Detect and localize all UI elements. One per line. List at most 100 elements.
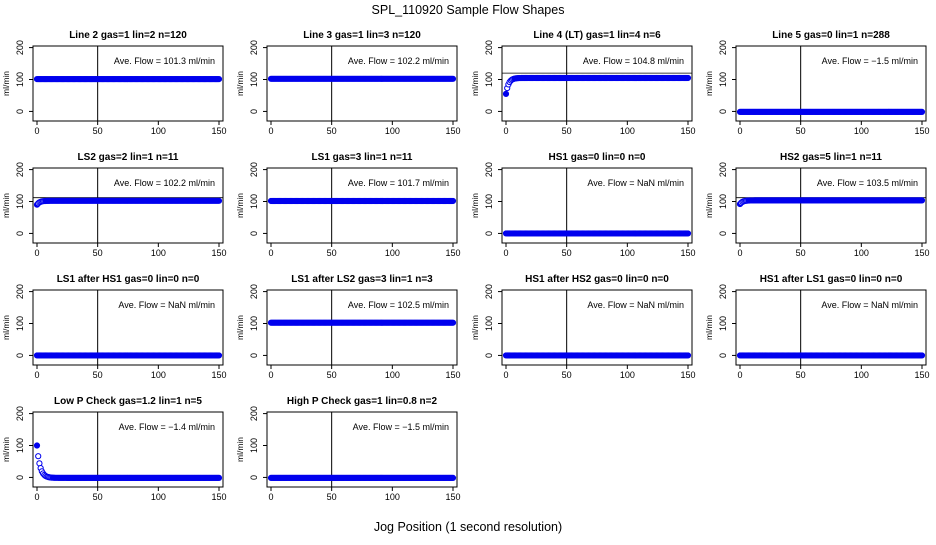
data-points — [267, 197, 457, 205]
x-tick-label: 100 — [620, 370, 635, 380]
y-tick-label: 200 — [15, 162, 25, 177]
y-tick-label: 100 — [249, 194, 259, 209]
data-point — [684, 230, 692, 237]
y-tick-label: 200 — [484, 284, 494, 299]
panel-14: High P Check gas=1 lin=0.8 n=2 ml/min 0 100… — [235, 396, 461, 502]
panel-2: Line 3 gas=1 lin=3 n=120 ml/min 0 100 200 0 50… — [235, 30, 461, 136]
panel-title: LS1 after HS1 gas=0 lin=0 n=0 — [57, 274, 200, 285]
x-tick-label: 50 — [93, 126, 103, 136]
data-points — [502, 230, 692, 237]
data-point — [215, 197, 223, 204]
y-tick-label: 200 — [718, 162, 728, 177]
data-point — [449, 474, 457, 482]
panel-12: HS1 after LS1 gas=0 lin=0 n=0 ml/min 0 100 2… — [704, 274, 930, 380]
y-axis-label: ml/min — [704, 71, 714, 96]
x-tick-label: 100 — [385, 370, 400, 380]
data-point — [215, 75, 223, 83]
x-tick-label: 150 — [211, 492, 226, 502]
x-tick-label: 50 — [796, 248, 806, 258]
y-axis-label: ml/min — [235, 315, 245, 340]
panel-title: Low P Check gas=1.2 lin=1 n=5 — [54, 396, 202, 407]
x-tick-label: 0 — [34, 492, 39, 502]
x-tick-label: 0 — [268, 126, 273, 136]
data-points — [502, 74, 692, 97]
panel-8: HS2 gas=5 lin=1 n=11 ml/min 0 100 200 0 50 100 1… — [704, 152, 930, 258]
x-tick-label: 100 — [620, 126, 635, 136]
x-tick-label: 0 — [737, 370, 742, 380]
y-tick-label: 100 — [484, 316, 494, 331]
x-tick-label: 150 — [445, 492, 460, 502]
panel-title: HS1 gas=0 lin=0 n=0 — [549, 152, 646, 163]
data-point — [35, 453, 42, 460]
average-flow-annotation: Ave. Flow = NaN ml/min — [821, 300, 918, 310]
data-points — [33, 75, 223, 83]
x-tick-label: 50 — [93, 492, 103, 502]
average-flow-annotation: Ave. Flow = 101.3 ml/min — [114, 56, 215, 66]
data-points — [33, 442, 223, 481]
x-tick-label: 150 — [211, 370, 226, 380]
x-tick-label: 100 — [385, 248, 400, 258]
figure-title: SPL_110920 Sample Flow Shapes — [372, 3, 565, 17]
data-point — [215, 352, 223, 359]
x-tick-label: 150 — [445, 126, 460, 136]
panel-13: Low P Check gas=1.2 lin=1 n=5 ml/min 0 100 2… — [1, 396, 227, 502]
data-point — [33, 442, 41, 449]
y-tick-label: 200 — [249, 162, 259, 177]
y-tick-label: 100 — [15, 316, 25, 331]
panel-title: Line 3 gas=1 lin=3 n=120 — [303, 30, 421, 41]
average-flow-annotation: Ave. Flow = 104.8 ml/min — [583, 56, 684, 66]
y-axis-label: ml/min — [470, 71, 480, 96]
x-tick-label: 150 — [680, 370, 695, 380]
y-tick-label: 200 — [15, 40, 25, 55]
average-flow-annotation: Ave. Flow = −1.4 ml/min — [119, 422, 215, 432]
y-tick-label: 100 — [718, 194, 728, 209]
y-axis-label: ml/min — [1, 315, 11, 340]
average-flow-annotation: Ave. Flow = NaN ml/min — [587, 178, 684, 188]
y-tick-label: 200 — [249, 40, 259, 55]
data-point — [449, 197, 457, 205]
data-points — [267, 75, 457, 82]
x-tick-label: 50 — [93, 248, 103, 258]
panel-10: LS1 after LS2 gas=3 lin=1 n=3 ml/min 0 100 2… — [235, 274, 461, 380]
x-tick-label: 50 — [327, 248, 337, 258]
y-tick-label: 200 — [484, 40, 494, 55]
y-tick-label: 0 — [15, 231, 25, 236]
x-tick-label: 150 — [914, 248, 929, 258]
x-tick-label: 50 — [562, 126, 572, 136]
y-axis-label: ml/min — [470, 193, 480, 218]
y-axis-label: ml/min — [1, 437, 11, 462]
panel-title: HS1 after LS1 gas=0 lin=0 n=0 — [760, 274, 903, 285]
x-tick-label: 100 — [385, 126, 400, 136]
average-flow-annotation: Ave. Flow = 102.2 ml/min — [348, 56, 449, 66]
x-tick-label: 0 — [268, 248, 273, 258]
average-flow-annotation: Ave. Flow = −1.5 ml/min — [822, 56, 918, 66]
x-tick-label: 0 — [503, 126, 508, 136]
y-tick-label: 200 — [718, 284, 728, 299]
panel-9: LS1 after HS1 gas=0 lin=0 n=0 ml/min 0 100 2… — [1, 274, 227, 380]
panels: Line 2 gas=1 lin=2 n=120 ml/min 0 100 200 0 50… — [1, 30, 930, 502]
y-tick-label: 100 — [15, 194, 25, 209]
y-tick-label: 100 — [15, 72, 25, 87]
y-axis-label: ml/min — [704, 315, 714, 340]
panel-title: LS2 gas=2 lin=1 n=11 — [78, 152, 179, 163]
data-points — [33, 197, 223, 208]
y-tick-label: 200 — [15, 406, 25, 421]
y-tick-label: 200 — [249, 284, 259, 299]
data-points — [502, 352, 692, 359]
panel-1: Line 2 gas=1 lin=2 n=120 ml/min 0 100 200 0 50… — [1, 30, 227, 136]
x-tick-label: 0 — [34, 370, 39, 380]
y-tick-label: 0 — [484, 109, 494, 114]
x-tick-label: 0 — [34, 126, 39, 136]
y-axis-label: ml/min — [1, 193, 11, 218]
x-tick-label: 150 — [680, 126, 695, 136]
data-point — [918, 108, 926, 116]
x-tick-label: 0 — [503, 248, 508, 258]
x-axis-label: Jog Position (1 second resolution) — [374, 520, 562, 534]
y-tick-label: 0 — [249, 231, 259, 236]
average-flow-annotation: Ave. Flow = NaN ml/min — [118, 300, 215, 310]
y-tick-label: 100 — [484, 72, 494, 87]
y-axis-label: ml/min — [704, 193, 714, 218]
x-tick-label: 0 — [268, 492, 273, 502]
y-axis-label: ml/min — [235, 193, 245, 218]
